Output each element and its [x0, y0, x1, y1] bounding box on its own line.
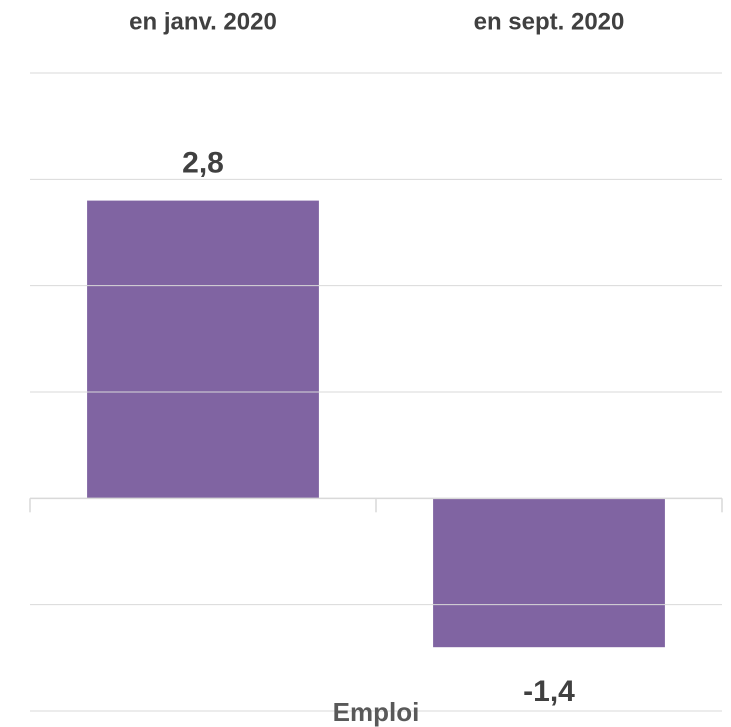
- category-label: en sept. 2020: [474, 8, 625, 35]
- category-label: en janv. 2020: [129, 8, 277, 35]
- data-label: -1,4: [523, 675, 575, 708]
- bar: [433, 498, 665, 648]
- bar: [87, 200, 319, 499]
- data-label: 2,8: [182, 147, 224, 180]
- x-axis-label: Emploi: [333, 697, 420, 727]
